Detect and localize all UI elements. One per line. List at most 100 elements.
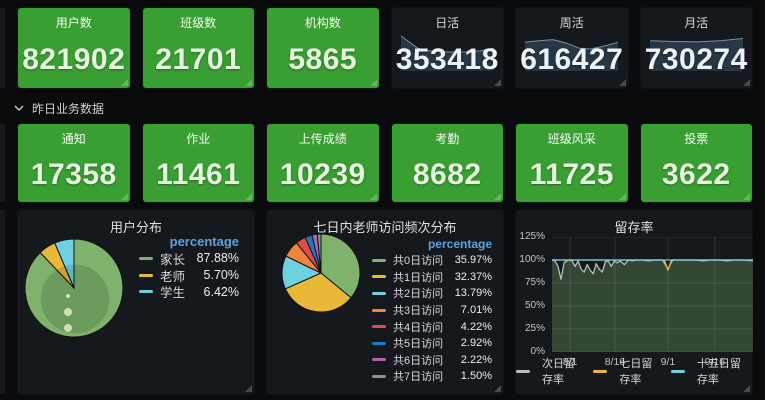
legend-value: 87.88% [196,251,239,266]
legend-item-7-day-retention[interactable]: 七日留存率 [593,355,657,387]
series-color-swatch [372,258,386,262]
stat-title[interactable]: 通知 [61,132,86,146]
stats-row-top: 用户数 821902 班级数 21701 机构数 5865 日活 353418 … [18,8,752,88]
x-tick-label: 9/16 [704,356,726,368]
legend-value: 2.22% [460,353,492,366]
legend-value: 13.79% [454,287,492,300]
legend-item-students[interactable]: 学生 6.42% [139,283,239,300]
y-tick-label: 50% [524,300,545,311]
legend-label: 共5日访问 [393,338,444,351]
row-header-label: 昨日业务数据 [32,101,105,116]
pie-legend: percentage 共0日访问 35.97% 共1日访问 32.37% 共2日… [372,237,492,385]
stat-title[interactable]: 用户数 [55,16,92,30]
x-tick-label: 8/16 [604,356,626,368]
stat-value: 5865 [288,42,358,76]
legend-item-4-days[interactable]: 共4日访问 4.22% [372,318,492,335]
stat-value: 11725 [529,157,614,191]
legend-label: 学生 [160,286,186,301]
legend-item-3-days[interactable]: 共3日访问 7.01% [372,302,492,319]
cropped-panel-edge [0,124,5,202]
sparkline [649,34,743,72]
legend-item-7-days[interactable]: 共7日访问 1.50% [372,368,492,385]
series-color-swatch [670,369,685,373]
legend-item-0-days[interactable]: 共0日访问 35.97% [372,252,492,269]
legend-value: 7.01% [460,304,492,317]
x-tick-label: 8/1 [562,356,578,368]
series-color-swatch [139,290,153,294]
retention-legend: 次日留存率 七日留存率 十五日留存率 [516,355,744,387]
legend-item-1-day[interactable]: 共1日访问 32.37% [372,269,492,286]
stat-title[interactable]: 投票 [684,132,709,146]
legend-item-2-days[interactable]: 共2日访问 13.79% [372,285,492,302]
y-tick-label: 75% [524,277,545,288]
legend-label: 共1日访问 [393,271,444,284]
stat-title[interactable]: 日活 [435,16,460,30]
stat-panel-mau: 月活 730274 [640,8,752,88]
stat-title[interactable]: 月活 [684,16,709,30]
legend-label: 七日留存率 [619,358,653,386]
stat-panel-wau: 周活 616427 [516,8,628,88]
stat-panel-orgs: 机构数 5865 [267,8,379,88]
pie-legend: percentage 家长 87.88% 老师 5.70% 学生 6.42% [139,234,239,300]
retention-line-chart[interactable] [552,237,753,352]
stat-value: 21701 [155,42,242,76]
series-color-swatch [372,275,386,279]
series-color-swatch [516,369,530,373]
series-color-swatch [372,341,386,345]
cropped-panel-edge [0,8,5,88]
chevron-down-icon [14,105,24,111]
legend-value: 32.37% [454,270,492,283]
teacher-visit-frequency-pie-chart[interactable] [281,233,361,313]
stat-title[interactable]: 班级风采 [547,132,596,146]
stat-panel-votes: 投票 3622 [640,124,752,202]
stat-panel-grades-upload: 上传成绩 10239 [267,124,379,202]
panel-title[interactable]: 用户分布 [109,220,162,235]
panel-title[interactable]: 留存率 [614,220,654,235]
series-color-swatch [372,308,386,312]
stat-value: 10239 [279,157,366,191]
stat-title[interactable]: 上传成绩 [298,132,347,146]
stat-value: 616427 [520,42,624,76]
stat-title[interactable]: 考勤 [435,132,460,146]
stat-value: 730274 [644,42,748,76]
legend-item-next-day-retention[interactable]: 次日留存率 [516,355,580,387]
legend-header: percentage [427,237,492,251]
cropped-panel-edge [0,210,5,394]
stat-panel-homework: 作业 11461 [142,124,254,202]
legend-label: 家长 [160,252,186,267]
legend-item-teachers[interactable]: 老师 5.70% [139,267,239,284]
legend-label: 共2日访问 [393,288,444,301]
y-tick-label: 0% [530,346,545,357]
legend-label: 共3日访问 [393,305,444,318]
stat-value: 11461 [156,157,241,191]
stat-value: 3622 [661,157,731,191]
legend-item-15-day-retention[interactable]: 十五日留存率 [670,355,744,387]
legend-item-5-days[interactable]: 共5日访问 2.92% [372,335,492,352]
user-distribution-pie-chart[interactable] [24,238,124,338]
legend-item-6-days[interactable]: 共6日访问 2.22% [372,352,492,369]
legend-value: 2.92% [460,337,492,350]
legend-value: 4.22% [460,320,492,333]
stat-title[interactable]: 周活 [559,16,584,30]
row-header-yesterday-business[interactable]: 昨日业务数据 [14,98,104,118]
legend-value: 6.42% [203,284,239,299]
sparkline [525,34,619,72]
stat-panel-attendance: 考勤 8682 [391,124,503,202]
panel-title[interactable]: 七日内老师访问频次分布 [313,220,457,235]
stat-panel-notices: 通知 17358 [18,124,130,202]
stat-value: 17358 [30,157,117,191]
stat-panel-class-showcase: 班级风采 11725 [516,124,628,202]
legend-label: 老师 [160,269,186,284]
stat-title[interactable]: 作业 [186,132,211,146]
legend-item-parents[interactable]: 家长 87.88% [139,250,239,267]
stat-title[interactable]: 机构数 [304,16,341,30]
x-tick-label: 9/1 [660,356,676,368]
stat-value: 8682 [412,157,482,191]
stat-title[interactable]: 班级数 [180,16,217,30]
legend-header: percentage [169,234,239,249]
panel-user-distribution: 用户分布 percentage 家长 87.88% 老师 5.70% 学生 6. [18,210,254,394]
series-color-swatch [372,291,386,295]
stat-panel-classes: 班级数 21701 [142,8,254,88]
legend-label: 十五日留存率 [696,358,741,386]
